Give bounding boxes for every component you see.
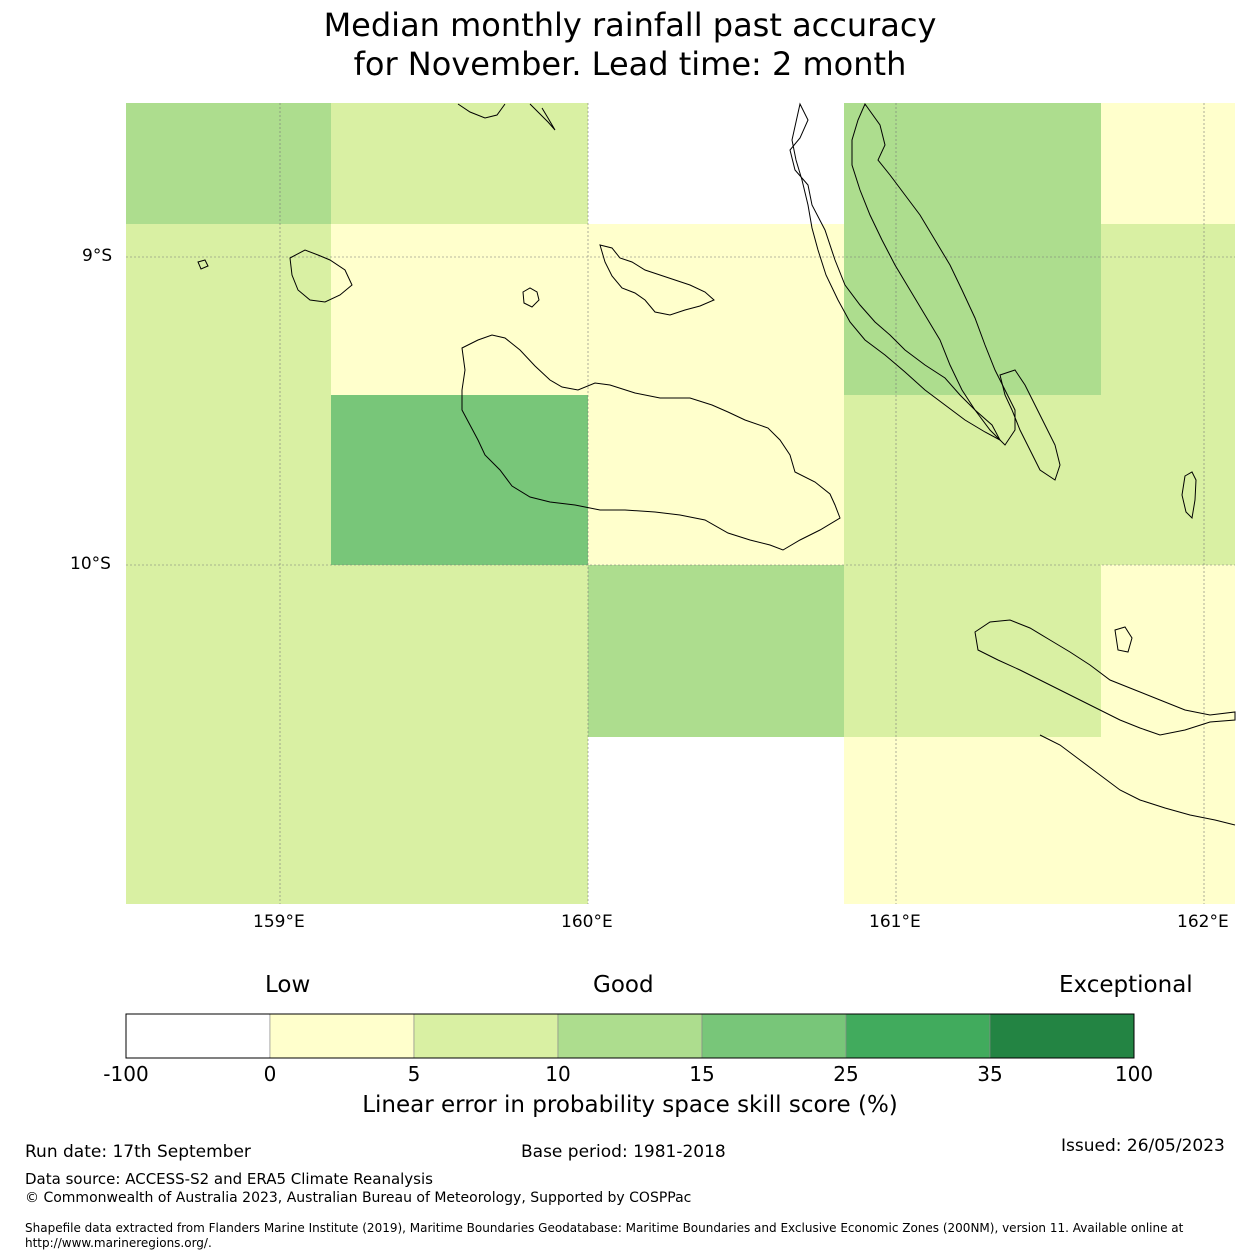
colorbar-segment — [269, 1013, 415, 1059]
florida-islands-coastline — [599, 244, 715, 316]
grid-cell — [1101, 224, 1235, 395]
grid-cell — [126, 565, 331, 737]
grid-cell — [331, 103, 588, 224]
colorbar-segment — [989, 1013, 1135, 1059]
colorbar-segment — [845, 1013, 991, 1059]
grid-cell — [126, 395, 331, 565]
lat-label-10s: 10°S — [70, 554, 111, 574]
colorbar-tick: 5 — [407, 1062, 421, 1086]
grid-cell — [331, 224, 588, 395]
colorbar-segment — [413, 1013, 559, 1059]
lon-label-159e: 159°E — [253, 912, 305, 932]
colorbar-tick: -100 — [103, 1062, 149, 1086]
grid-cell — [331, 565, 588, 737]
colorbar-segment — [557, 1013, 703, 1059]
data-source: Data source: ACCESS-S2 and ERA5 Climate … — [25, 1170, 433, 1188]
guadalcanal-coastline — [461, 334, 841, 551]
ugi-island-coastline — [1114, 626, 1133, 653]
grid-cell — [844, 565, 1101, 737]
grid-cell — [1101, 395, 1235, 565]
coastlines — [197, 102, 1236, 826]
north-islands-coastline — [457, 103, 506, 119]
issued-date: Issued: 26/05/2023 — [1061, 1136, 1225, 1156]
chart-title-line1: Median monthly rainfall past accuracy — [323, 6, 937, 44]
savo-island-coastline — [522, 287, 540, 308]
north-island2-coastline — [529, 103, 556, 131]
grid-cell — [126, 103, 331, 224]
colorbar-segment — [701, 1013, 847, 1059]
small-island-coastline — [197, 259, 209, 270]
colorbar-title: Linear error in probability space skill … — [362, 1092, 898, 1118]
colorbar-low-label: Low — [265, 972, 311, 998]
grid-cell — [844, 224, 1101, 395]
colorbar-tick: 15 — [689, 1062, 715, 1086]
graticule — [126, 103, 1235, 904]
grid-cell — [1101, 103, 1235, 224]
small-malaita-coastline — [999, 369, 1061, 481]
lon-label-160e: 160°E — [561, 912, 613, 932]
grid-cell — [588, 224, 844, 395]
copyright: © Commonwealth of Australia 2023, Austra… — [25, 1190, 692, 1206]
chart-title-line2: for November. Lead time: 2 month — [353, 45, 907, 83]
grid-cell — [1101, 737, 1235, 904]
russell-islands-coastline — [289, 249, 353, 303]
colorbar-segment — [125, 1013, 271, 1059]
lon-label-161e: 161°E — [869, 912, 921, 932]
colorbar-good-label: Good — [593, 972, 654, 998]
grid-cell — [126, 224, 331, 395]
malaita-coastline — [789, 102, 1002, 442]
makira-south-coast — [1039, 734, 1236, 826]
grid-cell — [331, 395, 588, 565]
base-period: Base period: 1981-2018 — [521, 1142, 726, 1162]
colorbar-tick: 10 — [545, 1062, 571, 1086]
lat-label-9s: 9°S — [82, 246, 113, 266]
makira-coastline — [974, 619, 1236, 736]
lon-label-162e: 162°E — [1177, 912, 1229, 932]
colorbar-tick: 35 — [977, 1062, 1003, 1086]
grid-cell — [844, 737, 1101, 904]
malaita-north-coastline — [851, 102, 1016, 446]
grid-cell — [588, 395, 844, 565]
colorbar-frame — [125, 1013, 1135, 1059]
shapefile-credit-line1: Shapefile data extracted from Flanders M… — [25, 1221, 1184, 1235]
colorbar-tick: 100 — [1114, 1062, 1154, 1086]
grid-cell — [126, 737, 331, 904]
colorbar-exceptional-label: Exceptional — [1059, 972, 1193, 998]
run-date: Run date: 17th September — [25, 1142, 251, 1162]
colorbar — [125, 1013, 1135, 1059]
colorbar-tick: 0 — [263, 1062, 277, 1086]
colorbar-tick: 25 — [833, 1062, 859, 1086]
grid-cell — [588, 565, 844, 737]
grid-cell — [844, 395, 1101, 565]
skill-grid — [126, 103, 1235, 904]
grid-cell — [331, 737, 588, 904]
grid-cell — [844, 103, 1101, 224]
shapefile-credit-line2: http://www.marineregions.org/. — [25, 1236, 212, 1250]
ulawa-coastline — [1181, 471, 1197, 520]
